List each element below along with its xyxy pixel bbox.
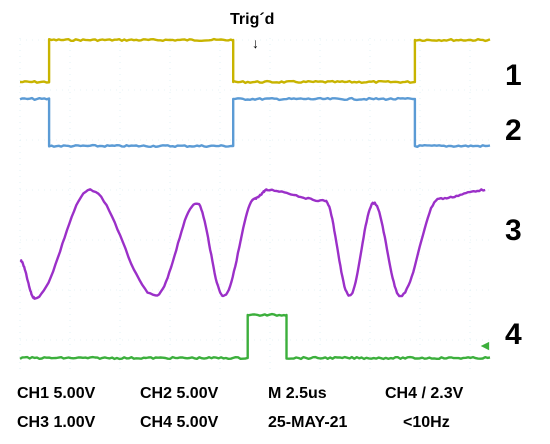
trigger-level-marker-icon: ◄ <box>478 337 492 353</box>
status-frequency: <10Hz <box>403 414 450 431</box>
status-date: 25-MAY-21 <box>268 414 348 431</box>
status-ch4: CH4 5.00V <box>140 414 219 431</box>
trace-ch3 <box>19 188 486 300</box>
status-ch3: CH3 1.00V <box>17 414 96 431</box>
screen-grid <box>19 38 490 370</box>
channel-label-1: 1 <box>505 59 522 92</box>
trace-ch2 <box>19 96 491 148</box>
trace-ch1 <box>19 37 491 85</box>
trigger-label: Trig´d <box>230 11 274 28</box>
status-trigger: CH4 / 2.3V <box>385 385 464 402</box>
channel-label-3: 3 <box>505 214 522 247</box>
trace-ch4 <box>19 312 491 361</box>
waveform-traces <box>19 37 491 361</box>
status-ch1: CH1 5.00V <box>17 385 96 402</box>
trigger-arrow-icon: ↓ <box>252 35 259 51</box>
status-ch2: CH2 5.00V <box>140 385 219 402</box>
channel-label-4: 4 <box>505 318 522 351</box>
channel-label-2: 2 <box>505 114 522 147</box>
status-timebase: M 2.5us <box>268 385 327 402</box>
